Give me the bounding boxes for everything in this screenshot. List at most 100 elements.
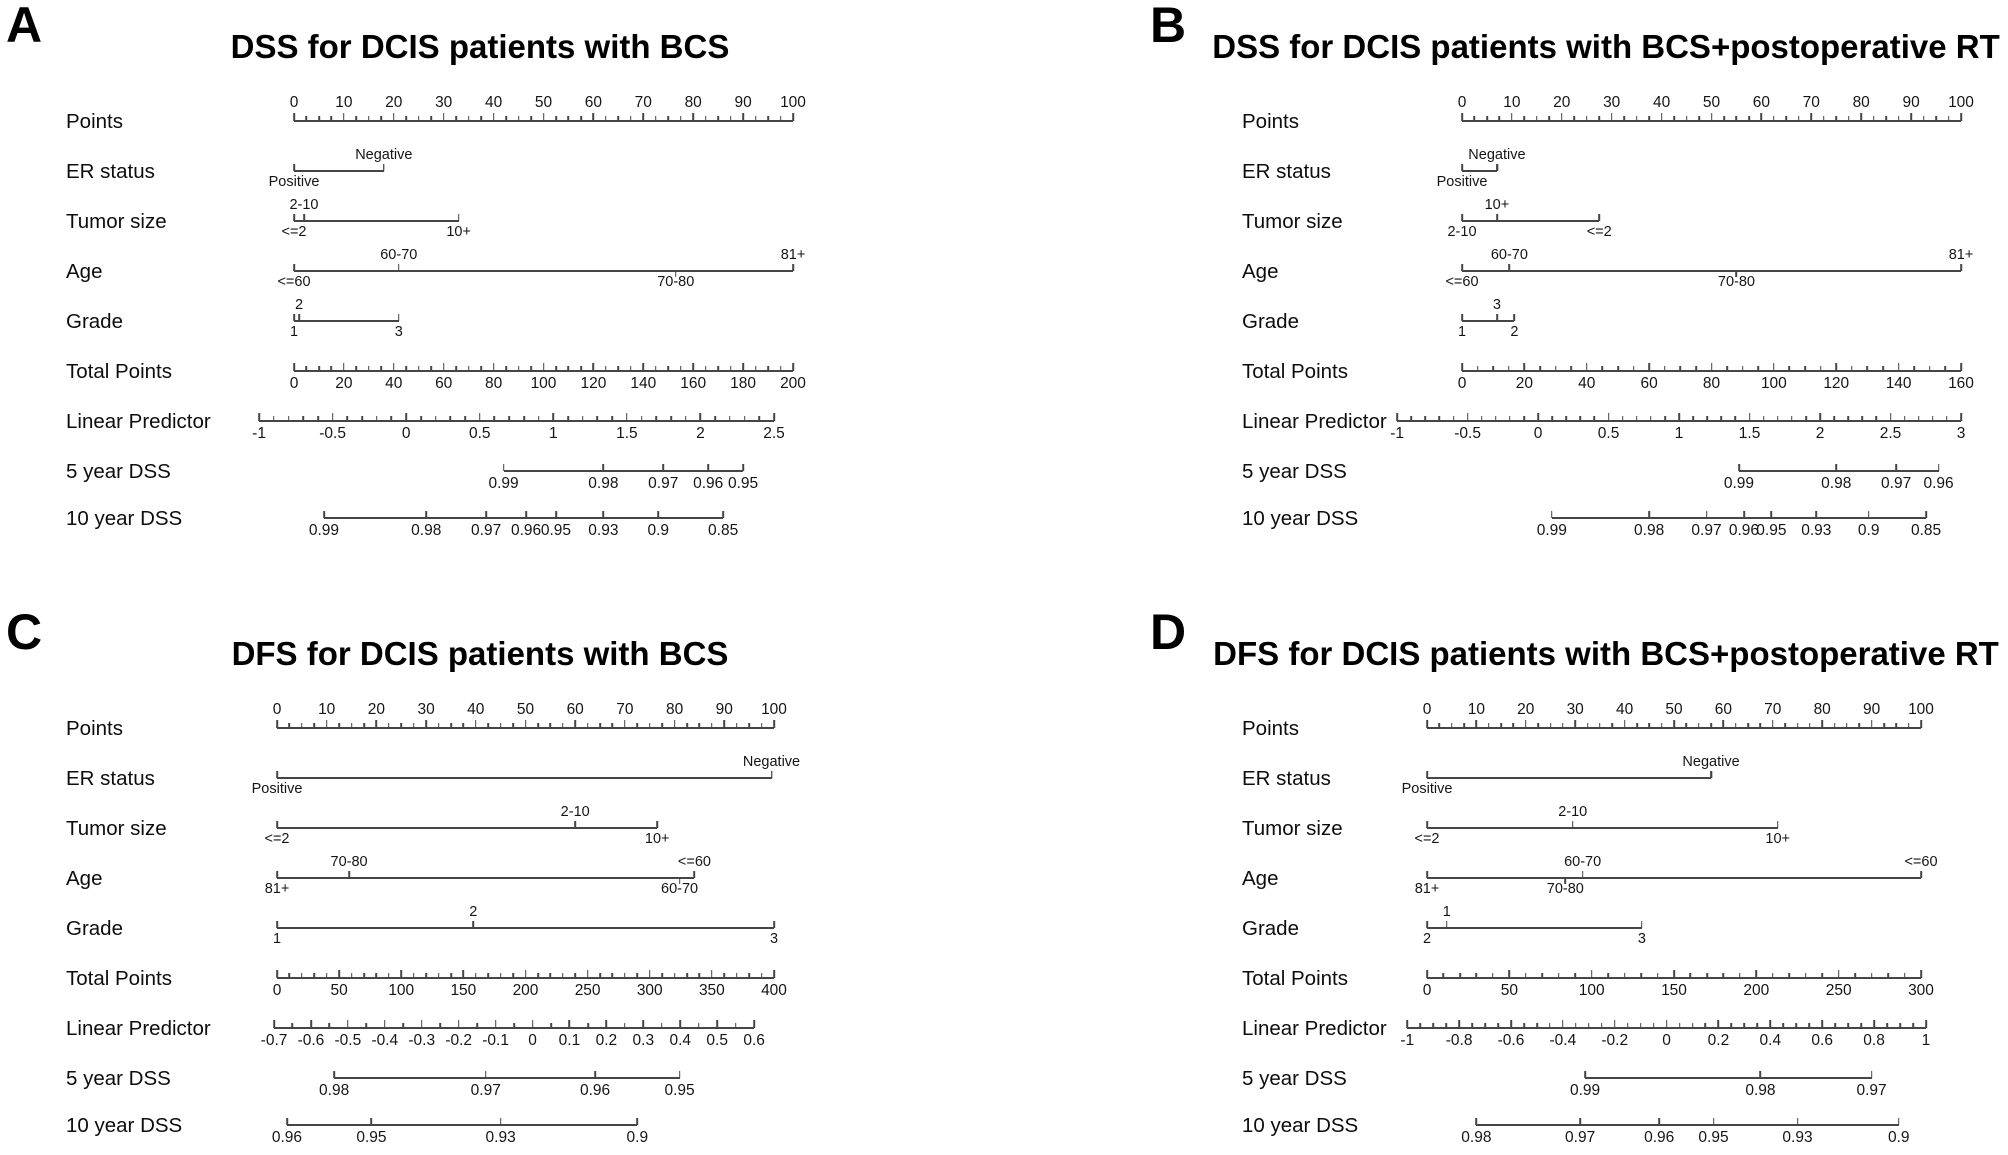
tick-label: 2-10 <box>1558 804 1588 820</box>
tick-label: 60 <box>435 375 453 392</box>
tick <box>1678 1023 1681 1028</box>
tick <box>673 973 676 978</box>
tick <box>318 366 320 371</box>
tick <box>330 116 333 121</box>
tick <box>338 970 340 978</box>
tick-label: 81+ <box>780 247 806 263</box>
tick <box>1585 116 1588 121</box>
tick-label: 0 <box>272 701 282 718</box>
axis-line <box>1427 777 1712 779</box>
tick <box>1861 416 1864 421</box>
tick-label: Positive <box>1401 781 1453 797</box>
tick <box>405 366 408 371</box>
tick <box>684 416 687 421</box>
tick <box>753 1020 755 1028</box>
row-label: Age <box>1242 867 1279 890</box>
tick-label: 0.99 <box>1536 522 1567 539</box>
row-label: ER status <box>1242 160 1331 183</box>
tick <box>1564 879 1567 884</box>
tick <box>291 1023 294 1028</box>
row-label: ER status <box>1242 767 1331 790</box>
tick-label: -0.3 <box>408 1032 436 1049</box>
tick-label: 0.97 <box>471 522 502 539</box>
tick <box>388 723 390 728</box>
tick <box>380 116 383 121</box>
tick <box>1548 116 1551 121</box>
tick <box>397 263 400 271</box>
tick <box>1846 723 1848 728</box>
row-label: Tumor size <box>66 210 167 233</box>
tick <box>642 113 645 121</box>
tick <box>1784 723 1786 728</box>
tick <box>512 973 514 978</box>
tick <box>568 1020 571 1028</box>
tick <box>1870 973 1873 978</box>
tick <box>1419 1023 1422 1028</box>
tick <box>735 723 738 728</box>
tick <box>605 116 607 121</box>
tick-label: 30 <box>417 701 435 718</box>
tick <box>1821 1020 1823 1028</box>
tick <box>480 116 482 121</box>
tick <box>773 413 775 421</box>
tick <box>711 723 713 728</box>
tick <box>1508 263 1511 271</box>
tick-label: Negative <box>742 754 801 770</box>
tick-label: -1 <box>1400 1032 1415 1049</box>
tick <box>487 973 490 978</box>
row-label: Tumor size <box>1242 817 1343 840</box>
tick <box>679 1020 682 1028</box>
tick-label: 60-70 <box>1490 247 1528 263</box>
axis-line <box>277 827 658 829</box>
tick <box>661 723 663 728</box>
axis-line <box>1462 220 1600 222</box>
tick-label: 60-70 <box>1564 854 1602 870</box>
tick <box>298 313 300 321</box>
tick <box>478 413 481 421</box>
tick <box>1611 723 1614 728</box>
tick <box>1396 413 1398 421</box>
tick <box>1496 313 1498 321</box>
tick-label: 20 <box>367 701 386 718</box>
tick <box>1664 416 1666 421</box>
tick <box>530 116 532 121</box>
tick-label: 70-80 <box>330 854 368 870</box>
row-label: Age <box>1242 260 1279 283</box>
tick <box>1536 1023 1538 1028</box>
tick <box>1426 970 1428 978</box>
tick <box>1785 116 1788 121</box>
tick <box>660 1023 663 1028</box>
tick <box>464 416 466 421</box>
tick <box>1847 1023 1849 1028</box>
tick <box>592 113 595 121</box>
tick <box>412 723 415 728</box>
tick <box>1748 413 1751 421</box>
tick-label: 0.99 <box>1569 1082 1601 1099</box>
tick <box>1788 366 1791 371</box>
tick <box>530 366 532 371</box>
tick <box>1804 366 1806 371</box>
tick-label: 0.9 <box>1887 1129 1910 1146</box>
tick <box>293 213 295 221</box>
tick <box>1870 720 1873 728</box>
tick <box>1755 970 1758 978</box>
tick <box>1854 973 1856 978</box>
tick <box>1635 116 1638 121</box>
tick <box>1426 720 1428 728</box>
axis-line <box>259 420 775 422</box>
tick <box>735 973 738 978</box>
row-label: 10 year DSS <box>66 507 183 530</box>
tick <box>1735 116 1738 121</box>
tick-label: 0.3 <box>632 1032 655 1049</box>
tick-label: -1 <box>1390 425 1405 442</box>
tick-label: 1 <box>272 931 282 947</box>
tick <box>1648 723 1651 728</box>
tick <box>711 970 713 978</box>
row-label: 10 year DSS <box>1242 507 1359 530</box>
tick <box>1897 363 1900 371</box>
row-label: ER status <box>66 160 155 183</box>
tick <box>375 720 378 728</box>
tick <box>662 463 665 471</box>
tick-label: 0.97 <box>1691 522 1722 539</box>
tick <box>293 113 295 121</box>
